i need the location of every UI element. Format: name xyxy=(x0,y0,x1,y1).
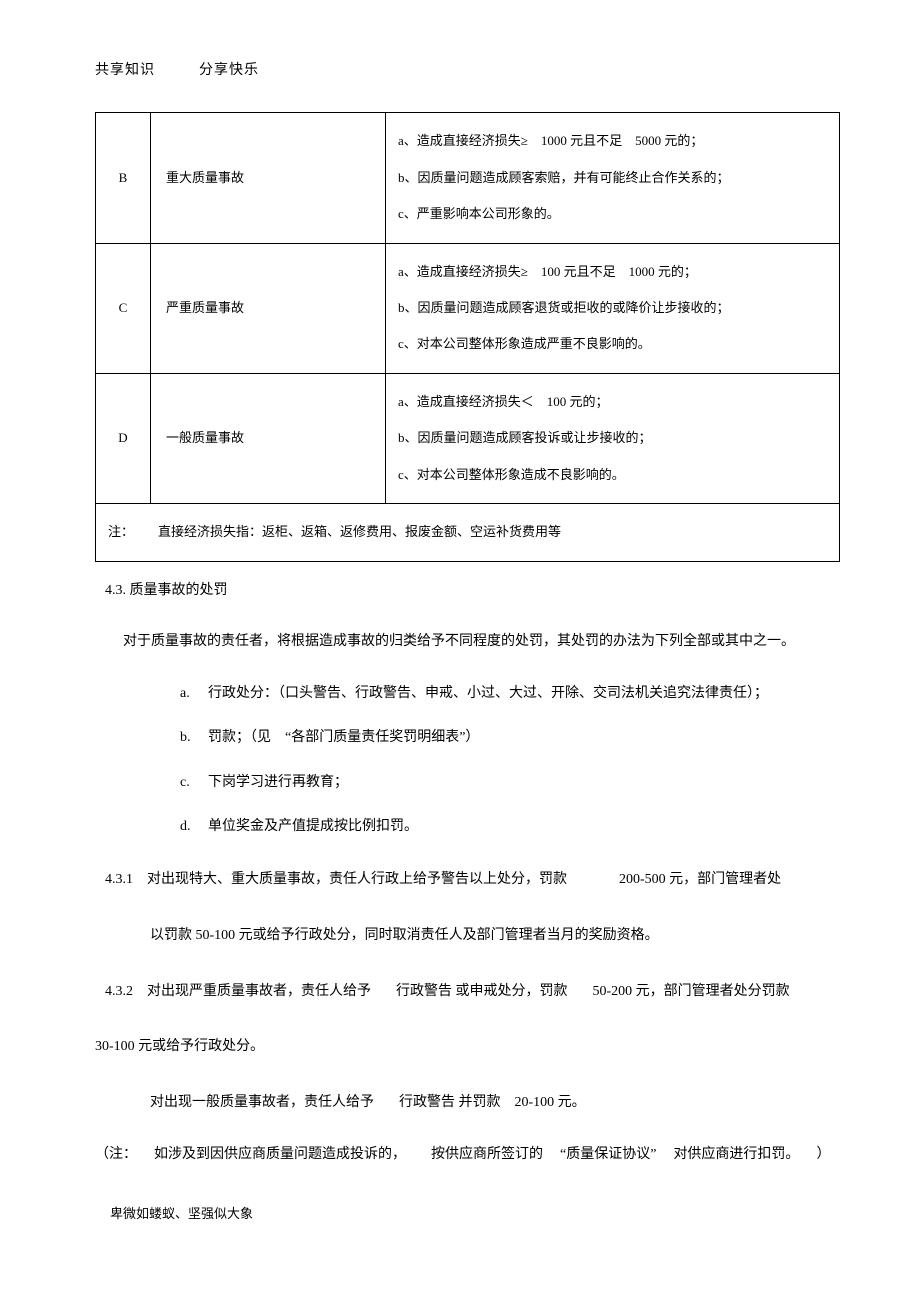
section-title: 4.3. 质量事故的处罚 xyxy=(95,580,840,602)
sub432-line1c: 50-200 元，部门管理者处分罚款 xyxy=(593,984,790,999)
general-b: 行政警告 并罚款 xyxy=(399,1095,501,1110)
accident-level-table: B重大质量事故a、造成直接经济损失≥ 1000 元且不足 5000 元的；b、因… xyxy=(95,112,840,561)
criteria-line: b、因质量问题造成顾客索赔，并有可能终止合作关系的； xyxy=(398,160,827,196)
level-criteria: a、造成直接经济损失＜ 100 元的；b、因质量问题造成顾客投诉或让步接收的；c… xyxy=(386,373,840,503)
list-marker: d. xyxy=(180,816,208,838)
header-right: 分享快乐 xyxy=(199,63,259,78)
page-footer: 卑微如蝼蚁、坚强似大象 xyxy=(95,1204,840,1225)
note-e: 对供应商进行扣罚。 xyxy=(673,1147,799,1162)
table-row: C严重质量事故a、造成直接经济损失≥ 100 元且不足 1000 元的；b、因质… xyxy=(96,243,840,373)
list-text: 单位奖金及产值提成按比例扣罚。 xyxy=(208,819,418,834)
note-b: 如涉及到因供应商质量问题造成投诉的， xyxy=(154,1147,406,1162)
note-d: “质量保证协议” xyxy=(560,1147,656,1162)
general-c: 20-100 元。 xyxy=(515,1095,586,1110)
note-a: （注： xyxy=(95,1147,137,1162)
sub432-line1a: 对出现严重质量事故者，责任人给予 xyxy=(147,984,371,999)
criteria-line: a、造成直接经济损失≥ 1000 元且不足 5000 元的； xyxy=(398,123,827,159)
level-name: 严重质量事故 xyxy=(151,243,386,373)
sub431-line1a: 对出现特大、重大质量事故，责任人行政上给予警告以上处分，罚款 xyxy=(147,872,567,887)
criteria-line: b、因质量问题造成顾客投诉或让步接收的； xyxy=(398,420,827,456)
list-marker: c. xyxy=(180,772,208,794)
list-text: 行政处分：（口头警告、行政警告、申戒、小过、大过、开除、交司法机关追究法律责任）… xyxy=(208,686,768,701)
criteria-line: c、严重影响本公司形象的。 xyxy=(398,196,827,232)
list-marker: b. xyxy=(180,727,208,749)
note-c: 按供应商所签订的 xyxy=(431,1147,543,1162)
sub432-number: 4.3.2 xyxy=(105,984,133,999)
subsection-432: 4.3.2 对出现严重质量事故者，责任人给予 行政警告 或申戒处分，罚款 50-… xyxy=(95,975,840,1009)
list-item: c.下岗学习进行再教育； xyxy=(180,772,840,794)
supplier-note: （注： 如涉及到因供应商质量问题造成投诉的， 按供应商所签订的 “质量保证协议”… xyxy=(95,1141,840,1169)
header-left: 共享知识 xyxy=(95,63,155,78)
table-note-text: 直接经济损失指：返柜、返箱、返修费用、报废金额、空运补货费用等 xyxy=(158,524,561,539)
level-criteria: a、造成直接经济损失≥ 100 元且不足 1000 元的；b、因质量问题造成顾客… xyxy=(386,243,840,373)
general-a: 对出现一般质量事故者，责任人给予 xyxy=(150,1095,374,1110)
page-header: 共享知识 分享快乐 xyxy=(95,60,840,82)
level-criteria: a、造成直接经济损失≥ 1000 元且不足 5000 元的；b、因质量问题造成顾… xyxy=(386,113,840,243)
general-accident-para: 对出现一般质量事故者，责任人给予 行政警告 并罚款 20-100 元。 xyxy=(95,1086,840,1120)
punishment-list: a.行政处分：（口头警告、行政警告、申戒、小过、大过、开除、交司法机关追究法律责… xyxy=(95,683,840,839)
list-text: 罚款；（见 “各部门质量责任奖罚明细表”） xyxy=(208,730,479,745)
criteria-line: a、造成直接经济损失＜ 100 元的； xyxy=(398,384,827,420)
criteria-line: b、因质量问题造成顾客退货或拒收的或降价让步接收的； xyxy=(398,290,827,326)
sub432-line1b: 行政警告 或申戒处分，罚款 xyxy=(396,984,568,999)
criteria-line: a、造成直接经济损失≥ 100 元且不足 1000 元的； xyxy=(398,254,827,290)
level-name: 重大质量事故 xyxy=(151,113,386,243)
sub431-line1b: 200-500 元，部门管理者处 xyxy=(619,872,781,887)
list-item: d.单位奖金及产值提成按比例扣罚。 xyxy=(180,816,840,838)
sub431-number: 4.3.1 xyxy=(105,872,133,887)
list-text: 下岗学习进行再教育； xyxy=(208,775,348,790)
table-note-row: 注：直接经济损失指：返柜、返箱、返修费用、报废金额、空运补货费用等 xyxy=(96,503,840,561)
note-f: ） xyxy=(816,1147,830,1162)
sub432-line2: 30-100 元或给予行政处分。 xyxy=(95,1030,840,1064)
list-item: b.罚款；（见 “各部门质量责任奖罚明细表”） xyxy=(180,727,840,749)
criteria-line: c、对本公司整体形象造成严重不良影响的。 xyxy=(398,326,827,362)
level-code: C xyxy=(96,243,151,373)
list-item: a.行政处分：（口头警告、行政警告、申戒、小过、大过、开除、交司法机关追究法律责… xyxy=(180,683,840,705)
level-code: B xyxy=(96,113,151,243)
level-name: 一般质量事故 xyxy=(151,373,386,503)
subsection-431: 4.3.1 对出现特大、重大质量事故，责任人行政上给予警告以上处分，罚款 200… xyxy=(95,863,840,897)
criteria-line: c、对本公司整体形象造成不良影响的。 xyxy=(398,457,827,493)
table-row: D一般质量事故a、造成直接经济损失＜ 100 元的；b、因质量问题造成顾客投诉或… xyxy=(96,373,840,503)
section-intro: 对于质量事故的责任者，将根据造成事故的归类给予不同程度的处罚，其处罚的办法为下列… xyxy=(95,627,840,658)
list-marker: a. xyxy=(180,683,208,705)
sub431-line2: 以罚款 50-100 元或给予行政处分，同时取消责任人及部门管理者当月的奖励资格… xyxy=(95,919,840,953)
table-note: 注：直接经济损失指：返柜、返箱、返修费用、报废金额、空运补货费用等 xyxy=(96,503,840,561)
table-note-label: 注： xyxy=(108,522,158,543)
level-code: D xyxy=(96,373,151,503)
table-row: B重大质量事故a、造成直接经济损失≥ 1000 元且不足 5000 元的；b、因… xyxy=(96,113,840,243)
